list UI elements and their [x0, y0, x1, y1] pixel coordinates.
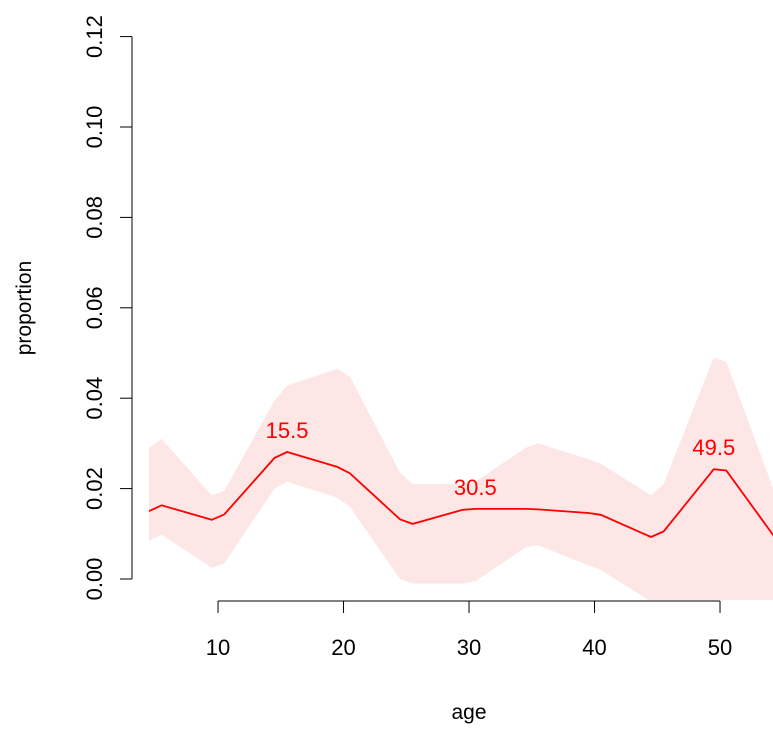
x-tick-label: 30 — [457, 635, 481, 660]
y-axis: 0.00 0.02 0.04 0.06 0.08 0.10 0.12 — [82, 15, 133, 601]
x-tick-label: 50 — [708, 635, 732, 660]
y-tick-label: 0.04 — [82, 377, 107, 420]
confidence-band — [149, 357, 773, 600]
x-tick-label: 10 — [206, 635, 230, 660]
y-tick-label: 0.08 — [82, 196, 107, 239]
y-tick-label: 0.06 — [82, 286, 107, 329]
series-line — [148, 451, 773, 538]
y-tick-label: 0.00 — [82, 558, 107, 601]
peak-label: 30.5 — [454, 475, 497, 500]
y-axis-title: proportion — [13, 261, 36, 356]
peak-label: 49.5 — [692, 435, 735, 460]
x-tick-label: 20 — [331, 635, 355, 660]
peak-label: 15.5 — [266, 418, 309, 443]
x-axis-title: age — [451, 701, 486, 724]
y-tick-label: 0.10 — [82, 106, 107, 149]
y-tick-label: 0.02 — [82, 467, 107, 510]
x-axis: 10 20 30 40 50 — [206, 600, 732, 660]
y-tick-label: 0.12 — [82, 15, 107, 58]
x-tick-label: 40 — [582, 635, 606, 660]
